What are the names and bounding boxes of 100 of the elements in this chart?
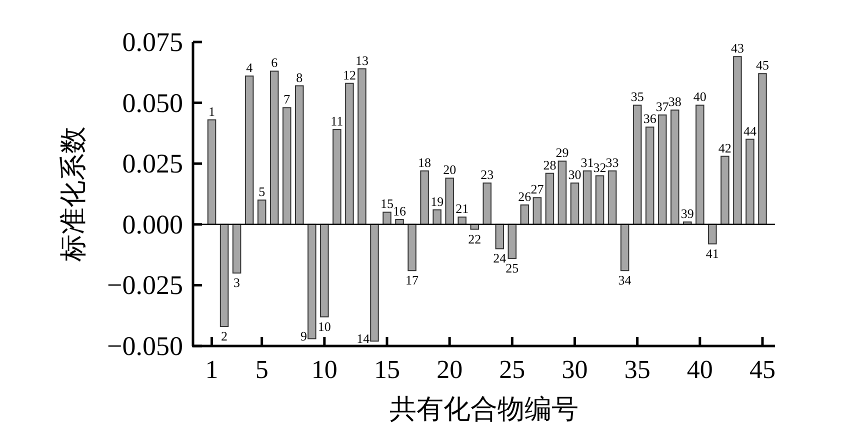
bar — [645, 126, 654, 225]
x-tick-label: 20 — [436, 355, 463, 384]
bar — [382, 212, 392, 225]
annotation: 10 — [318, 318, 331, 334]
y-tick-label: 0.000 — [122, 209, 183, 240]
bar — [733, 56, 742, 225]
annotation: 43 — [730, 40, 744, 56]
y-tick-label: −0.050 — [107, 331, 183, 361]
annotation: 27 — [530, 182, 544, 197]
bar — [408, 224, 416, 272]
bar — [632, 104, 642, 225]
annotation: 2 — [221, 328, 228, 344]
x-tick-label: 35 — [624, 355, 650, 384]
annotation: 17 — [406, 272, 420, 288]
annotation: 25 — [506, 260, 519, 276]
annotation: 15 — [380, 196, 394, 212]
annotation: 38 — [668, 94, 682, 110]
bar — [746, 138, 754, 225]
bar — [420, 170, 429, 225]
bar — [558, 160, 567, 225]
bar — [320, 224, 329, 318]
x-tick-label: 15 — [374, 355, 400, 384]
x-tick-label: 45 — [749, 355, 776, 384]
bar — [482, 182, 492, 225]
x-tick-label: 25 — [499, 355, 526, 384]
annotation: 45 — [756, 58, 769, 73]
annotation: 28 — [543, 157, 556, 172]
bar — [282, 107, 292, 225]
bar — [520, 204, 530, 225]
bar — [658, 114, 667, 225]
annotation: 31 — [580, 154, 594, 170]
annotation: 42 — [718, 140, 732, 156]
annotation: 35 — [630, 89, 644, 104]
annotation: 5 — [258, 184, 266, 200]
bar — [332, 129, 342, 225]
x-tick-label: 5 — [255, 355, 268, 384]
annotation: 29 — [556, 145, 569, 160]
annotation: 30 — [568, 167, 582, 182]
annotation: 41 — [706, 246, 719, 261]
bar — [670, 110, 680, 225]
bar — [207, 119, 216, 225]
bar — [445, 178, 454, 225]
annotation: 1 — [208, 104, 216, 119]
bar — [758, 73, 767, 225]
annotation: 39 — [680, 206, 694, 221]
annotation: 23 — [480, 167, 494, 182]
bar — [345, 82, 354, 225]
x-axis-title: 共有化合物编号 — [390, 394, 578, 424]
annotation: 37 — [656, 98, 670, 114]
y-tick-label: 0.050 — [122, 88, 183, 118]
annotation: 26 — [518, 188, 532, 204]
bar — [696, 104, 704, 225]
annotation: 8 — [296, 70, 303, 85]
annotation: 34 — [618, 272, 632, 288]
bar — [295, 85, 304, 225]
bar — [358, 68, 366, 225]
annotation: 3 — [234, 275, 240, 290]
annotation: 22 — [468, 231, 482, 246]
y-tick-label: −0.025 — [107, 270, 183, 300]
annotation: 14 — [356, 331, 370, 346]
annotation: 19 — [430, 194, 444, 209]
bar — [270, 70, 279, 225]
annotation: 40 — [693, 89, 706, 104]
annotation: 16 — [393, 204, 407, 219]
annotation: 18 — [418, 154, 432, 170]
annotation: 6 — [271, 55, 278, 70]
annotation: 32 — [593, 160, 606, 175]
x-tick-label: 40 — [686, 355, 713, 384]
annotation: 13 — [355, 52, 368, 68]
bar — [582, 170, 592, 225]
annotation: 24 — [493, 250, 507, 266]
bar — [220, 224, 229, 328]
annotation: 11 — [330, 114, 344, 129]
annotation: 33 — [606, 154, 619, 170]
bar — [620, 224, 630, 272]
annotation: 7 — [284, 92, 291, 107]
annotation: 36 — [643, 111, 657, 126]
bar — [232, 224, 242, 274]
x-tick-label: 30 — [562, 355, 588, 384]
y-axis-title: 标准化系数 — [58, 126, 88, 262]
annotation: 4 — [246, 60, 254, 76]
bar — [508, 224, 517, 259]
bar — [532, 197, 542, 225]
bar — [595, 175, 604, 225]
bar — [458, 216, 466, 225]
bar — [545, 172, 554, 225]
annotation: 20 — [443, 162, 456, 178]
bar — [432, 209, 442, 225]
x-tick-label: 10 — [311, 355, 338, 384]
annotation: 44 — [743, 123, 757, 138]
bar — [495, 224, 504, 250]
y-tick-label: 0.025 — [122, 148, 183, 179]
bar — [720, 156, 730, 225]
annotation: 12 — [342, 67, 356, 82]
bar — [608, 170, 617, 225]
bar — [308, 224, 316, 340]
bar — [244, 76, 254, 225]
bar — [370, 224, 379, 342]
annotation: 9 — [300, 328, 308, 344]
bar — [708, 224, 717, 244]
